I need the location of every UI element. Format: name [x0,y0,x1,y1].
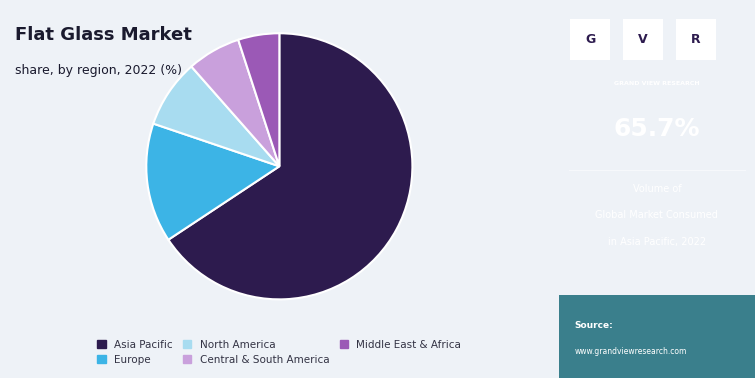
Wedge shape [146,124,279,240]
Bar [559,295,755,378]
Text: Flat Glass Market: Flat Glass Market [15,26,192,45]
Text: GRAND VIEW RESEARCH: GRAND VIEW RESEARCH [614,81,700,86]
Wedge shape [153,67,279,166]
Text: Source:: Source: [575,321,613,330]
Bar [624,19,663,60]
Wedge shape [191,40,279,166]
Text: Volume of: Volume of [633,184,681,194]
Bar [571,19,610,60]
Text: Global Market Consumed: Global Market Consumed [596,211,718,220]
Text: G: G [585,33,595,46]
Text: 65.7%: 65.7% [614,116,700,141]
Text: V: V [638,33,648,46]
Wedge shape [168,33,412,299]
Bar [676,19,716,60]
Wedge shape [239,33,279,166]
Text: in Asia Pacific, 2022: in Asia Pacific, 2022 [608,237,706,247]
Text: R: R [692,33,701,46]
Text: share, by region, 2022 (%): share, by region, 2022 (%) [15,64,182,77]
Legend: Asia Pacific, Europe, North America, Central & South America, Middle East & Afri: Asia Pacific, Europe, North America, Cen… [93,335,466,369]
Text: www.grandviewresearch.com: www.grandviewresearch.com [575,347,687,356]
